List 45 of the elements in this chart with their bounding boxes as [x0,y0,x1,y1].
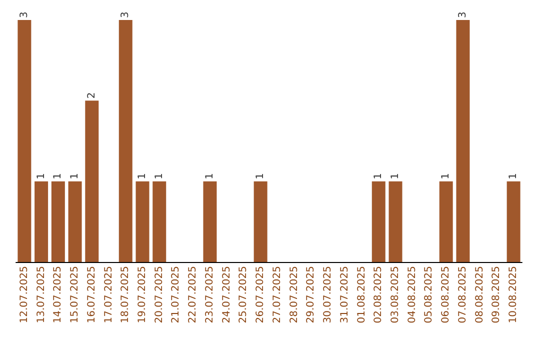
x-tick-label: 17.07.2025 [103,266,114,324]
x-tick-label: 12.07.2025 [18,266,30,324]
x-tick-label: 08.08.2025 [474,266,486,324]
x-tick-label: 20.07.2025 [154,266,165,324]
data-label: 1 [373,172,384,180]
data-label: 2 [86,92,98,99]
x-tick-label: 06.08.2025 [440,266,452,324]
x-tick-label: 05.08.2025 [424,266,435,324]
x-tick-label: 19.07.2025 [137,266,148,324]
x-tick-label: 31.07.2025 [339,266,350,324]
data-label: 1 [52,172,64,180]
x-tick-label: 07.08.2025 [457,266,468,324]
x-tick-label: 27.07.2025 [272,266,283,324]
x-tick-label: 03.08.2025 [390,266,401,324]
x-tick-label: 16.07.2025 [86,266,98,324]
x-tick-label: 13.07.2025 [36,266,47,324]
x-tick-label: 26.07.2025 [255,266,266,324]
data-label: 1 [508,172,520,180]
x-tick-label: 23.07.2025 [204,266,216,324]
x-tick-label: 24.07.2025 [221,266,232,324]
data-label: 3 [18,12,30,18]
data-label: 1 [255,172,266,180]
data-label: 1 [390,172,401,180]
x-tick-label: 09.08.2025 [491,266,502,324]
x-tick-label: 30.07.2025 [322,266,334,324]
data-label: 1 [70,172,81,180]
data-label: 3 [120,12,132,18]
x-tick-label: 22.07.2025 [188,266,199,324]
data-label: 1 [36,172,47,180]
data-label: 1 [204,172,216,180]
x-tick-label: 10.08.2025 [508,266,520,324]
x-tick-label: 04.08.2025 [406,266,418,324]
x-tick-label: 14.07.2025 [52,266,64,324]
x-tick-label: 21.07.2025 [170,266,182,324]
x-tick-label: 15.07.2025 [70,266,81,324]
data-label: 1 [137,172,148,180]
x-tick-label: 02.08.2025 [373,266,384,324]
x-tick-label: 18.07.2025 [120,266,132,324]
x-tick-label: 29.07.2025 [306,266,317,324]
data-label: 1 [154,172,165,180]
data-label: 1 [440,172,452,180]
x-tick-label: 01.08.2025 [356,266,368,324]
data-label: 3 [457,12,468,18]
x-tick-label: 28.07.2025 [288,266,300,324]
x-tick-label: 25.07.2025 [238,266,250,324]
